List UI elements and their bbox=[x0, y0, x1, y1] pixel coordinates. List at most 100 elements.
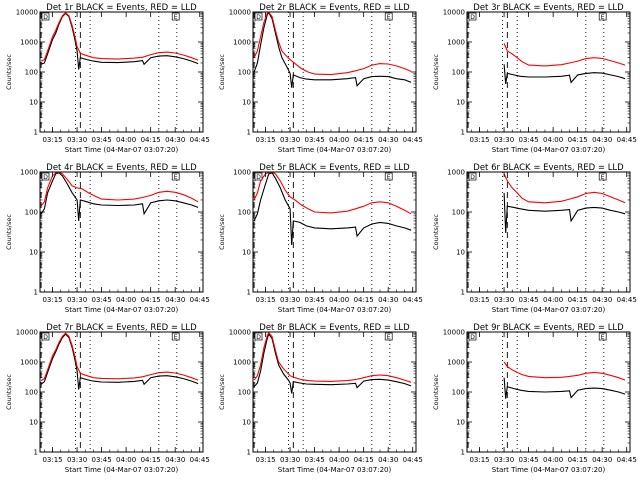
plot-frame bbox=[466, 11, 631, 133]
y-axis-label: Counts/sec bbox=[432, 214, 440, 250]
legend-mark-e: E bbox=[384, 12, 393, 21]
x-tick-label: 03:30 bbox=[494, 456, 514, 464]
y-tick-label: 1 bbox=[34, 129, 38, 137]
series-events-black bbox=[253, 332, 412, 394]
legend-mark-e-label: E bbox=[387, 334, 391, 341]
y-tick-label: 10 bbox=[456, 99, 465, 107]
y-axis-label: Counts/sec bbox=[5, 374, 13, 410]
x-tick-label: 04:00 bbox=[329, 136, 349, 144]
y-axis-label: Counts/sec bbox=[218, 54, 226, 90]
y-axis-label: Counts/sec bbox=[5, 54, 13, 90]
legend-mark-d-label: D bbox=[470, 334, 475, 341]
y-tick-label: 1 bbox=[247, 289, 251, 297]
x-tick-label: 04:15 bbox=[141, 456, 161, 464]
x-axis-label: Start Time (04-Mar-07 03:07:20) bbox=[492, 146, 606, 154]
series-lld-red bbox=[253, 172, 412, 215]
plot-frame bbox=[252, 11, 417, 133]
y-tick-label: 1000 bbox=[447, 359, 465, 367]
y-tick-label: 1 bbox=[247, 129, 251, 137]
series-lld-red bbox=[503, 43, 626, 67]
y-tick-label: 10000 bbox=[443, 329, 465, 337]
panel-det-1: Det 1r BLACK = Events, RED = LLD Start Ti… bbox=[5, 3, 210, 154]
legend-mark-e: E bbox=[384, 172, 393, 181]
x-tick-label: 03:45 bbox=[519, 296, 539, 304]
x-tick-label: 04:30 bbox=[165, 136, 185, 144]
y-tick-label: 1000 bbox=[20, 359, 38, 367]
y-axis-label: Counts/sec bbox=[432, 54, 440, 90]
series-events-black bbox=[40, 12, 199, 70]
x-axis-label: Start Time (04-Mar-07 03:07:20) bbox=[492, 466, 606, 474]
x-tick-label: 04:00 bbox=[116, 456, 136, 464]
legend-mark-e: E bbox=[598, 332, 607, 341]
panel-title: Det 7r BLACK = Events, RED = LLD bbox=[46, 323, 197, 333]
x-tick-label: 04:30 bbox=[592, 296, 612, 304]
y-tick-label: 100 bbox=[452, 209, 465, 217]
y-tick-label: 1000 bbox=[233, 359, 251, 367]
x-tick-label: 03:45 bbox=[519, 456, 539, 464]
legend-mark-e-label: E bbox=[174, 334, 178, 341]
x-tick-label: 03:30 bbox=[67, 136, 87, 144]
plot-area bbox=[253, 172, 412, 292]
y-tick-label: 10 bbox=[242, 99, 251, 107]
y-tick-label: 1000 bbox=[233, 39, 251, 47]
x-tick-label: 03:15 bbox=[255, 296, 275, 304]
panel-det-6: Det 6r BLACK = Events, RED = LLD Start Ti… bbox=[432, 163, 637, 314]
panel-title: Det 6r BLACK = Events, RED = LLD bbox=[473, 163, 624, 173]
x-tick-label: 03:15 bbox=[42, 456, 62, 464]
x-tick-label: 04:45 bbox=[190, 296, 210, 304]
series-lld-red bbox=[503, 361, 626, 381]
panel-title: Det 1r BLACK = Events, RED = LLD bbox=[46, 3, 197, 13]
x-tick-label: 04:00 bbox=[116, 136, 136, 144]
legend-mark-d-label: D bbox=[256, 334, 261, 341]
legend-mark-d-label: D bbox=[256, 174, 261, 181]
x-tick-label: 04:45 bbox=[190, 136, 210, 144]
x-tick-label: 04:00 bbox=[329, 456, 349, 464]
plot-frame bbox=[252, 171, 417, 293]
legend-mark-d: D bbox=[41, 12, 50, 21]
x-axis-label: Start Time (04-Mar-07 03:07:20) bbox=[278, 306, 392, 314]
x-tick-label: 03:30 bbox=[494, 296, 514, 304]
y-tick-label: 1000 bbox=[20, 39, 38, 47]
x-tick-label: 03:45 bbox=[519, 136, 539, 144]
y-tick-label: 10000 bbox=[443, 9, 465, 17]
x-tick-label: 04:00 bbox=[543, 456, 563, 464]
x-tick-label: 04:15 bbox=[141, 296, 161, 304]
y-tick-label: 100 bbox=[25, 389, 38, 397]
legend-mark-d: D bbox=[468, 172, 477, 181]
y-tick-label: 100 bbox=[25, 69, 38, 77]
panel-det-3: Det 3r BLACK = Events, RED = LLD Start Ti… bbox=[432, 3, 637, 154]
legend-mark-d: D bbox=[254, 12, 263, 21]
y-tick-label: 1 bbox=[34, 289, 38, 297]
y-tick-label: 1 bbox=[34, 449, 38, 457]
x-tick-label: 04:15 bbox=[568, 296, 588, 304]
legend-mark-d: D bbox=[254, 172, 263, 181]
x-axis-label: Start Time (04-Mar-07 03:07:20) bbox=[278, 466, 392, 474]
legend-mark-e: E bbox=[598, 172, 607, 181]
y-tick-label: 1000 bbox=[447, 39, 465, 47]
series-events-black bbox=[40, 333, 199, 390]
x-tick-label: 03:30 bbox=[67, 296, 87, 304]
x-tick-label: 04:30 bbox=[378, 136, 398, 144]
series-lld-red bbox=[503, 173, 626, 204]
x-tick-label: 04:15 bbox=[568, 456, 588, 464]
x-tick-label: 04:00 bbox=[543, 296, 563, 304]
legend-mark-d: D bbox=[468, 332, 477, 341]
x-tick-label: 04:00 bbox=[329, 296, 349, 304]
y-tick-label: 1 bbox=[247, 449, 251, 457]
legend-mark-d-label: D bbox=[256, 14, 261, 21]
x-tick-label: 03:30 bbox=[67, 456, 87, 464]
y-tick-label: 1000 bbox=[447, 169, 465, 177]
x-tick-label: 03:30 bbox=[280, 296, 300, 304]
y-tick-label: 10 bbox=[29, 249, 38, 257]
legend-mark-d-label: D bbox=[470, 174, 475, 181]
panel-det-7: Det 7r BLACK = Events, RED = LLD Start Ti… bbox=[5, 323, 210, 474]
legend-mark-d-label: D bbox=[470, 14, 475, 21]
y-tick-label: 100 bbox=[452, 389, 465, 397]
y-tick-label: 100 bbox=[452, 69, 465, 77]
x-tick-label: 04:45 bbox=[403, 136, 423, 144]
y-tick-label: 100 bbox=[238, 389, 251, 397]
x-axis-label: Start Time (04-Mar-07 03:07:20) bbox=[65, 146, 179, 154]
y-tick-label: 1 bbox=[461, 289, 465, 297]
x-tick-label: 04:45 bbox=[617, 296, 637, 304]
x-tick-label: 04:45 bbox=[403, 456, 423, 464]
